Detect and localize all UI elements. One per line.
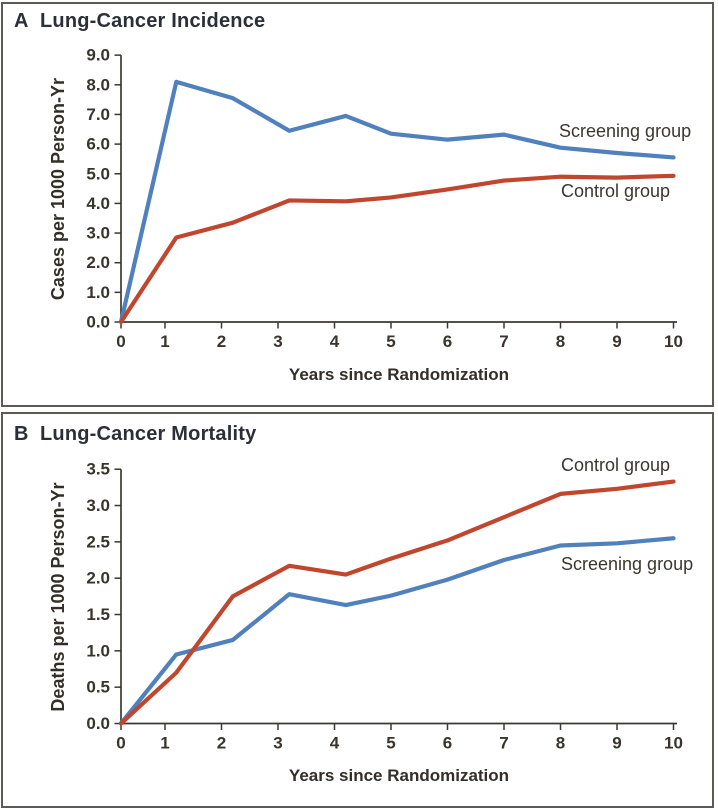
y-tick-label: 0.0: [86, 313, 110, 332]
x-tick-label: 1: [160, 734, 169, 753]
x-tick-label: 10: [664, 734, 683, 753]
panel-a-y-axis-label: Cases per 1000 Person-Yr: [48, 77, 68, 301]
x-tick-label: 5: [386, 734, 395, 753]
panel-a-chart: 0.0 1.0 2.0 3.0 4.0 5.0 6.0 7.0 8.0 9.0 0 1 2 3 4 5 6 7 8 9…: [86, 46, 683, 351]
x-tick-label: 4: [330, 332, 340, 351]
x-tick-label: 2: [217, 332, 226, 351]
y-tick-label: 8.0: [86, 75, 110, 94]
y-tick-label: 6.0: [86, 135, 110, 154]
x-tick-label: 8: [556, 734, 565, 753]
panel-b: 0.0 0.5 1.0 1.5 2.0 2.5 3.0 3.5 0 1 2 3 4 5 6 7 8 9 10 B Lu…: [0, 410, 718, 810]
x-tick-label: 9: [612, 332, 621, 351]
y-tick-label: 9.0: [86, 46, 110, 65]
screening-group-line: [118, 79, 676, 325]
panel-a-screening-group-label: Screening group: [559, 121, 692, 141]
x-tick-label: 10: [664, 332, 683, 351]
panel-b-letter: B: [14, 423, 29, 445]
panel-b-title-text: Lung-Cancer Mortality: [40, 423, 257, 445]
y-tick-label: 2.5: [86, 532, 110, 551]
panel-b-y-axis-label: Deaths per 1000 Person-Yr: [48, 482, 68, 712]
x-tick-label: 6: [443, 734, 452, 753]
screening-group-line: [118, 536, 676, 726]
x-tick-label: 3: [273, 332, 282, 351]
y-tick-label: 7.0: [86, 105, 110, 124]
y-tick-label: 1.5: [86, 605, 110, 624]
x-tick-label: 8: [556, 332, 565, 351]
y-tick-label: 2.0: [86, 253, 110, 272]
control-group-line: [118, 173, 676, 325]
y-tick-label: 1.0: [86, 641, 110, 660]
x-tick-label: 6: [443, 332, 452, 351]
y-tick-label: 2.0: [86, 569, 110, 588]
x-tick-label: 7: [499, 734, 508, 753]
x-tick-label: 9: [612, 734, 621, 753]
control-group-line: [118, 479, 676, 726]
x-tick-label: 5: [386, 332, 395, 351]
x-tick-label: 0: [116, 734, 125, 753]
y-tick-label: 4.0: [86, 194, 110, 213]
x-tick-label: 2: [217, 734, 226, 753]
y-tick-label: 3.0: [86, 224, 110, 243]
y-tick-label: 1.0: [86, 283, 110, 302]
panel-a-x-axis-label: Years since Randomization: [288, 365, 510, 384]
panel-b-x-axis-label: Years since Randomization: [288, 766, 510, 785]
y-tick-label: 3.5: [86, 460, 110, 479]
panel-a-title-text: Lung-Cancer Incidence: [40, 10, 266, 32]
panel-b-screening-group-label: Screening group: [561, 554, 694, 574]
y-tick-label: 5.0: [86, 164, 110, 183]
x-tick-label: 4: [330, 734, 340, 753]
panel-b-title: B Lung-Cancer Mortality: [14, 423, 256, 446]
panel-b-control-group-label: Control group: [561, 455, 671, 475]
y-tick-label: 3.0: [86, 496, 110, 515]
x-tick-label: 3: [273, 734, 282, 753]
panel-a-title: A Lung-Cancer Incidence: [14, 10, 265, 33]
x-tick-label: 1: [160, 332, 169, 351]
panel-a: 0.0 1.0 2.0 3.0 4.0 5.0 6.0 7.0 8.0 9.0 0 1 2 3 4 5 6 7 8 9…: [14, 10, 692, 384]
x-tick-label: 7: [499, 332, 508, 351]
x-tick-label: 0: [116, 332, 125, 351]
y-tick-label: 0.0: [86, 714, 110, 733]
panel-a-control-group-label: Control group: [561, 181, 671, 201]
y-tick-label: 0.5: [86, 678, 110, 697]
panel-a-letter: A: [14, 10, 29, 32]
panel-b-chart: 0.0 0.5 1.0 1.5 2.0 2.5 3.0 3.5 0 1 2 3 4 5 6 7 8 9 10: [86, 460, 683, 753]
